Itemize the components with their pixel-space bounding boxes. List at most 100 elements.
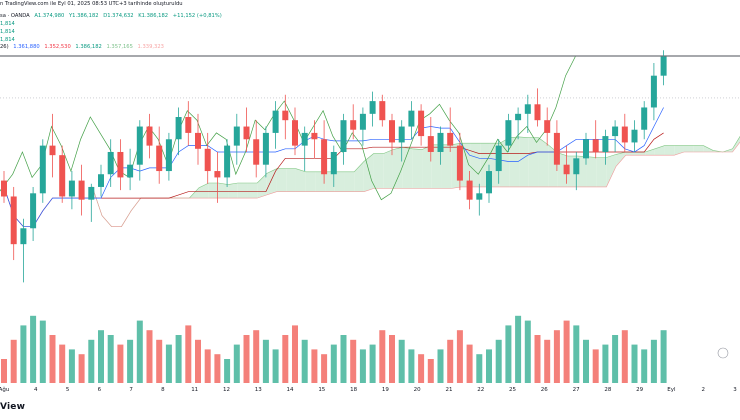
x-tick-label: 12 [223,387,230,393]
candle-body [282,110,289,121]
cloud-segment [392,147,403,189]
cloud-segment [402,147,413,189]
volume-bar [311,349,318,383]
volume-bar [98,330,104,383]
cloud-segment [237,182,248,199]
indicator-value-3: 1,814 [0,37,15,43]
volume-bar [408,349,415,383]
volume-bar [583,339,589,383]
ohlc-open: A1.374,980 [34,13,65,19]
candle-body [602,136,609,152]
volume-bar [185,325,192,383]
volume-bar [214,354,221,383]
cloud-segment [693,145,704,152]
volume-bar [78,354,85,383]
candle-body [369,101,376,114]
candle-body [117,151,124,178]
x-tick-label: 22 [477,387,484,393]
volume-bar [612,335,619,383]
candle-body [583,139,589,159]
candle-body [418,110,425,137]
candle-body [524,104,531,114]
ohlc-low: D1.374,632 [103,13,134,19]
cloud-segment [616,151,626,167]
candle-body [660,56,667,76]
volume-bar [602,344,609,383]
volume-bar [447,339,454,383]
candle-body [621,126,628,143]
candle-body [20,228,27,245]
candle-body [98,174,104,187]
volume-bar [262,339,269,383]
candle-body [68,180,75,197]
volume-bar [136,320,143,383]
ichimoku-cloud [92,136,740,227]
candle-body [389,120,395,143]
cloud-segment [519,136,529,187]
candle-body [563,164,570,175]
cloud-segment [683,145,694,152]
scroll-to-realtime-icon[interactable] [717,347,729,359]
cloud-segment [703,145,714,152]
x-tick-label: 15 [318,387,325,393]
x-tick-label: 18 [350,387,357,393]
volume-bar [49,335,56,383]
candle-body [486,171,492,194]
volume-bar [495,339,502,383]
candle-body [59,155,66,197]
candle-body [233,126,240,146]
volume-bar [418,354,425,383]
cloud-segment [305,171,316,192]
candle-body [544,120,551,133]
volume-bar [68,349,75,383]
candle-body [272,110,279,133]
volume-bar [253,330,260,383]
x-tick-label: 3 [733,387,737,393]
volume-bar [117,344,124,383]
x-tick-label: 13 [255,387,262,393]
volume-bar [195,339,201,383]
x-tick-label: 19 [382,387,389,393]
volume-bar [59,344,66,383]
cloud-segment [499,137,510,187]
cloud-segment [441,144,452,189]
candle-body [427,136,434,152]
candle-body [136,126,143,165]
cloud-segment [208,182,219,199]
cloud-segment [354,161,364,192]
candle-body [1,180,7,197]
candle-body [107,151,114,175]
span-b-value: 1.339,323 [137,44,164,50]
volume-bar [486,349,492,383]
cloud-segment [645,148,655,156]
x-tick-label: 27 [573,387,580,393]
x-tick-label: 6 [98,387,102,393]
x-tick-label: 8 [161,387,165,393]
candle-body [175,117,182,140]
volume-bar [243,335,250,383]
volume-bar [369,344,376,383]
candle-body [350,120,357,130]
cloud-segment [383,149,393,189]
volume-bar [505,325,512,383]
candle-body [30,193,37,229]
candle-body [330,151,337,175]
candle-body [631,129,638,143]
candle-body [165,139,172,172]
cloud-segment [509,136,520,187]
x-tick-label: Eyl [667,387,676,393]
candle-body [573,158,580,175]
candle-body [641,107,648,130]
x-tick-label: 2 [701,387,705,393]
cloud-segment [286,168,296,192]
cloud-segment [266,168,277,195]
volume-bar [1,359,7,383]
volume-bar [39,320,46,383]
candle-body [466,180,473,200]
cloud-segment [363,153,374,192]
cloud-segment [586,156,597,187]
volume-bar [146,330,153,383]
volume-bar [650,339,657,383]
chikou-span-line [0,56,576,201]
